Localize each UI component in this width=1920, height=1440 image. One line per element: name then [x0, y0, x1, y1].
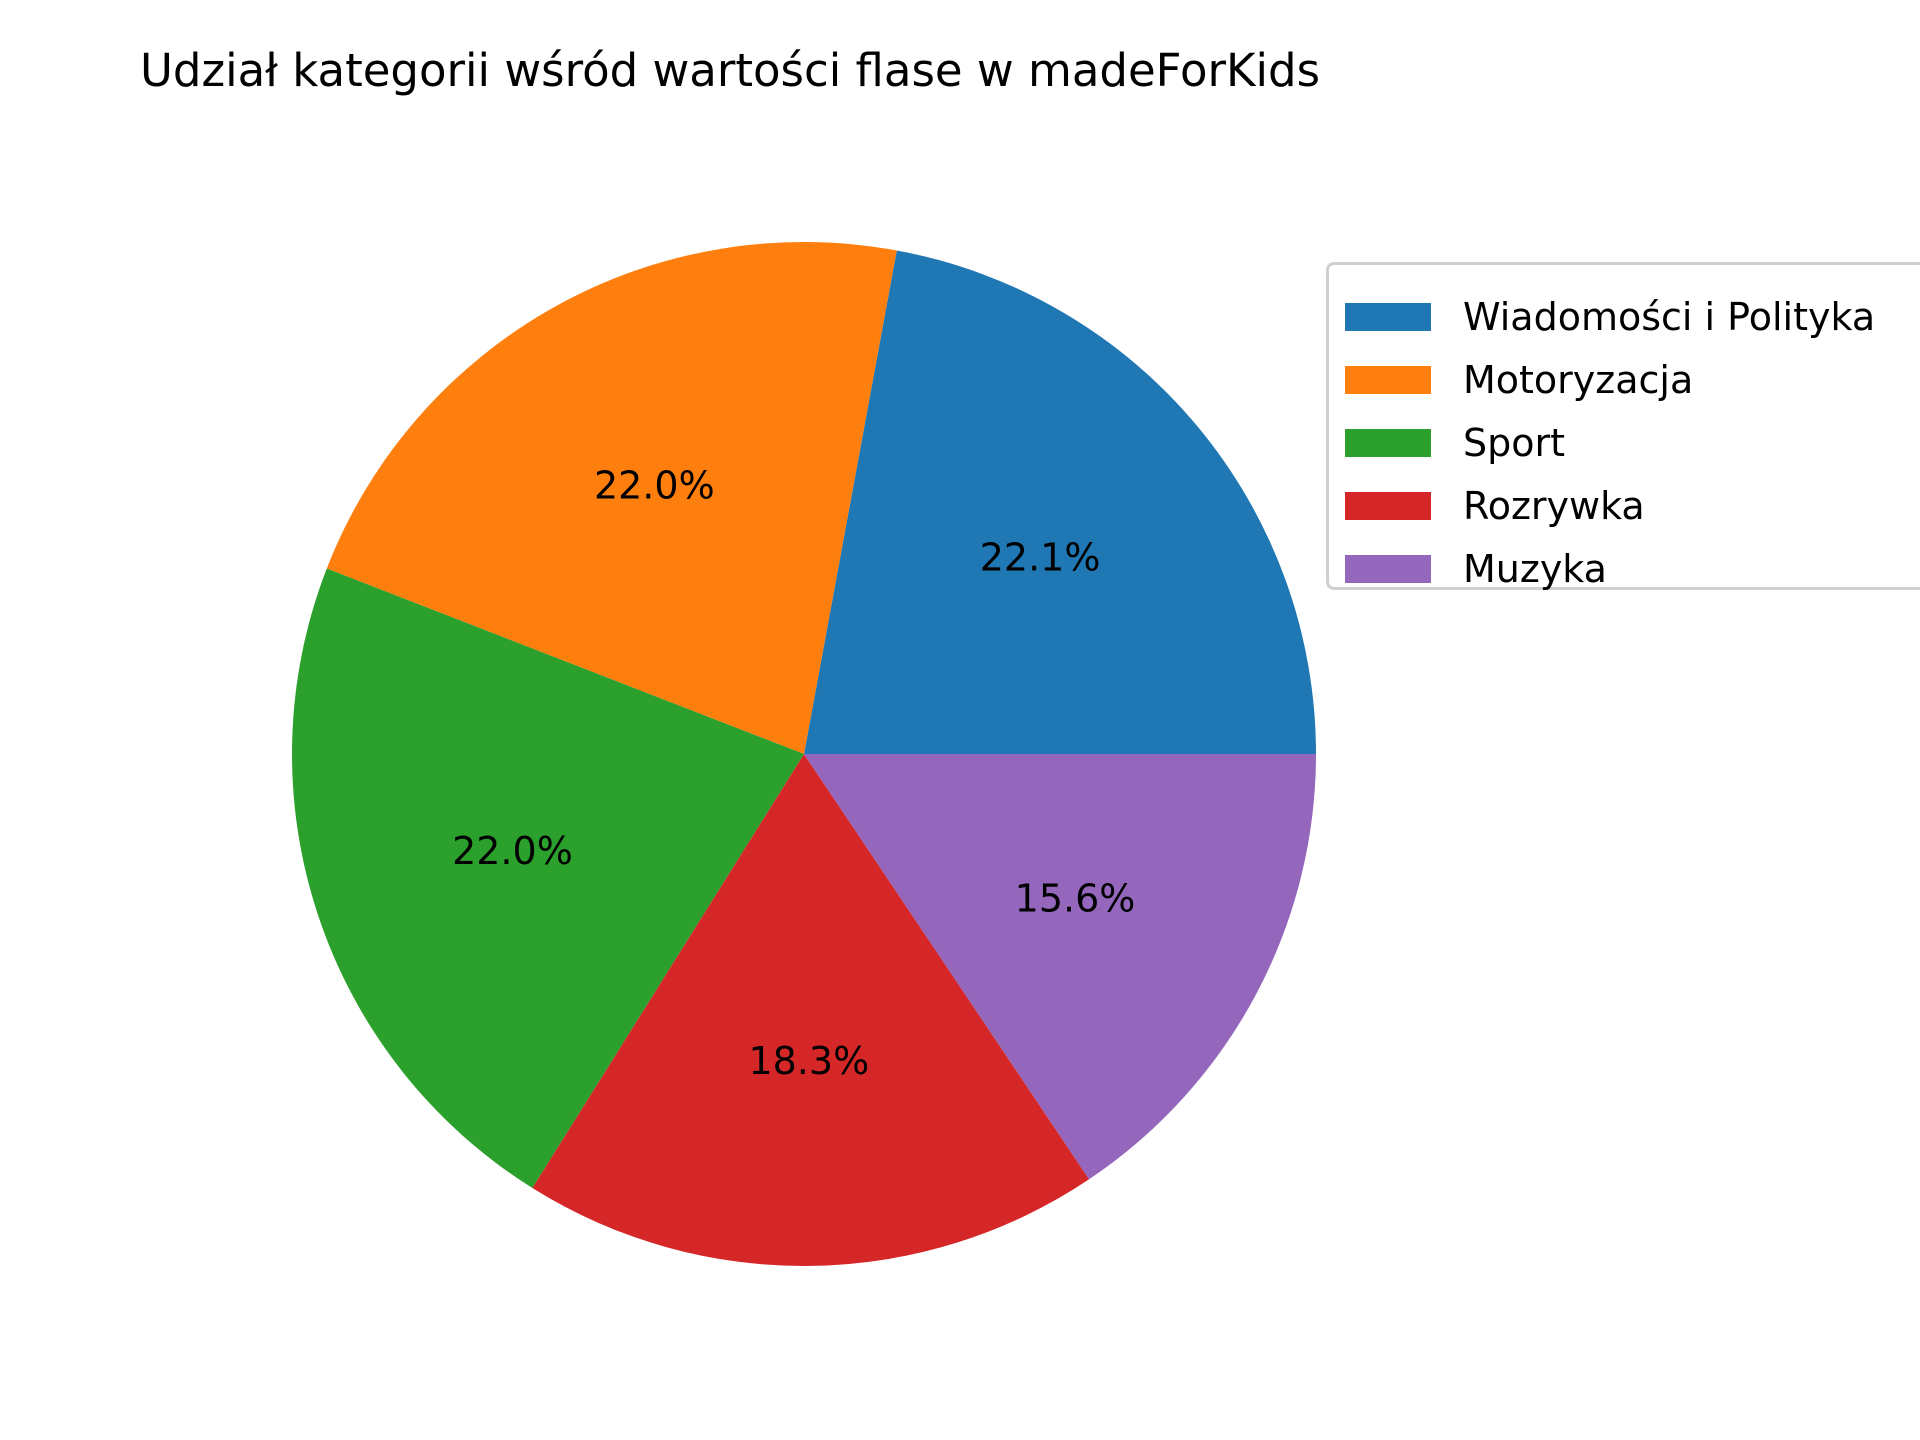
legend-swatch	[1345, 302, 1431, 331]
legend-item-sport: Sport	[1345, 411, 1920, 474]
legend-label: Muzyka	[1463, 546, 1607, 591]
legend-item-rozrywka: Rozrywka	[1345, 474, 1920, 537]
pie-label-motoryzacja: 22.0%	[594, 464, 715, 508]
pie-label-sport: 22.0%	[452, 829, 573, 873]
pie-label-rozrywka: 18.3%	[748, 1039, 869, 1083]
pie-slice-sport	[292, 568, 804, 1189]
legend-item-wiadomosci-i-polityka: Wiadomości i Polityka	[1345, 285, 1920, 348]
pie-slice-muzyka	[804, 754, 1316, 1180]
legend-label: Motoryzacja	[1463, 357, 1694, 402]
legend-swatch	[1345, 491, 1431, 520]
legend-item-motoryzacja: Motoryzacja	[1345, 348, 1920, 411]
legend-label: Rozrywka	[1463, 483, 1645, 528]
pie-percent-labels: 22.1% 22.0% 22.0% 18.3% 15.6%	[452, 464, 1135, 1083]
pie-slice-rozrywka	[532, 754, 1090, 1267]
pie-slices	[292, 242, 1316, 1267]
pie-slice-wiadomosci-i-polityka	[804, 250, 1316, 754]
legend-swatch	[1345, 428, 1431, 457]
pie-slice-motoryzacja	[326, 242, 897, 755]
legend-label: Sport	[1463, 420, 1566, 465]
pie-label-muzyka: 15.6%	[1015, 877, 1136, 921]
legend-label: Wiadomości i Polityka	[1463, 294, 1876, 339]
legend-swatch	[1345, 554, 1431, 583]
legend: Wiadomości i Polityka Motoryzacja Sport Roz…	[1326, 262, 1920, 591]
chart-title: Udział kategorii wśród wartości flase w …	[139, 44, 1321, 97]
pie-label-wiadomosci-i-polityka: 22.1%	[980, 535, 1101, 579]
legend-item-muzyka: Muzyka	[1345, 537, 1920, 600]
legend-swatch	[1345, 365, 1431, 394]
